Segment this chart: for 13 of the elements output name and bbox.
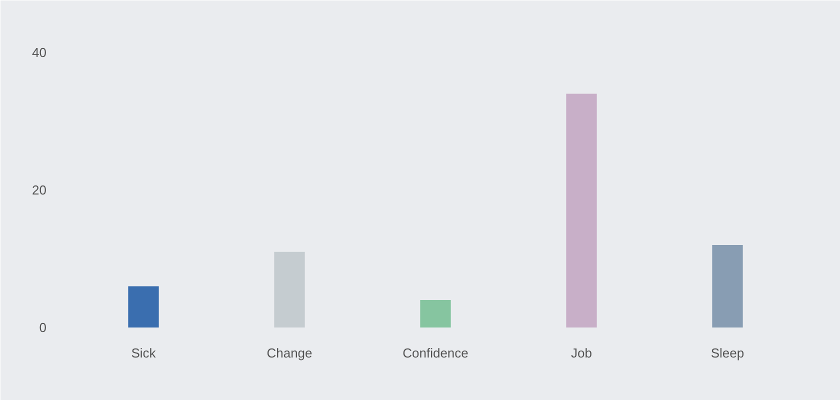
bar [128, 286, 159, 328]
x-tick-label: Change [266, 346, 312, 360]
x-tick-label: Sick [131, 346, 156, 360]
y-tick-label: 40 [32, 45, 47, 60]
x-tick-label: Sleep [710, 346, 744, 360]
bar [566, 94, 597, 328]
bar [420, 300, 451, 328]
y-tick-label: 20 [32, 182, 47, 198]
x-tick-label: Job [571, 346, 592, 360]
bar [274, 252, 305, 328]
y-tick-label: 0 [39, 320, 47, 335]
x-tick-label: Confidence [402, 346, 468, 360]
bar [712, 245, 743, 328]
